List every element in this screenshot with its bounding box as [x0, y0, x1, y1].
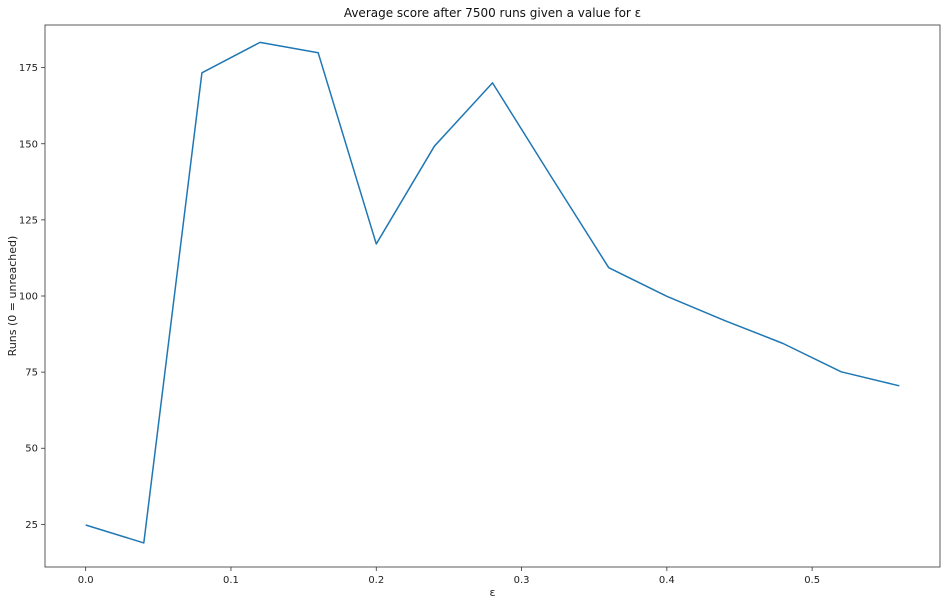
plot-area-frame	[44, 24, 941, 568]
y-tick-label: 100	[19, 292, 38, 303]
y-axis-title: Runs (0 = unreached)	[6, 236, 19, 357]
y-tick-label: 50	[25, 444, 38, 455]
y-axis: 25 50 75 100 125 150 175	[19, 63, 45, 531]
x-axis: 0.0 0.1 0.2 0.3 0.4 0.5	[78, 567, 820, 586]
series-layer	[85, 41, 900, 544]
y-tick-label: 150	[19, 139, 38, 150]
x-tick-label: 0.4	[659, 575, 675, 586]
x-axis-title: ε	[490, 586, 496, 599]
y-tick-label: 25	[25, 520, 38, 531]
y-tick-label: 175	[19, 63, 38, 74]
series-line	[85, 41, 900, 544]
y-tick-label: 75	[25, 368, 38, 379]
y-tick-label: 125	[19, 215, 38, 226]
x-tick-label: 0.0	[78, 575, 94, 586]
x-tick-label: 0.3	[514, 575, 530, 586]
x-tick-label: 0.2	[368, 575, 384, 586]
x-tick-label: 0.5	[804, 575, 820, 586]
x-tick-label: 0.1	[223, 575, 239, 586]
chart-title: Average score after 7500 runs given a va…	[344, 6, 641, 20]
